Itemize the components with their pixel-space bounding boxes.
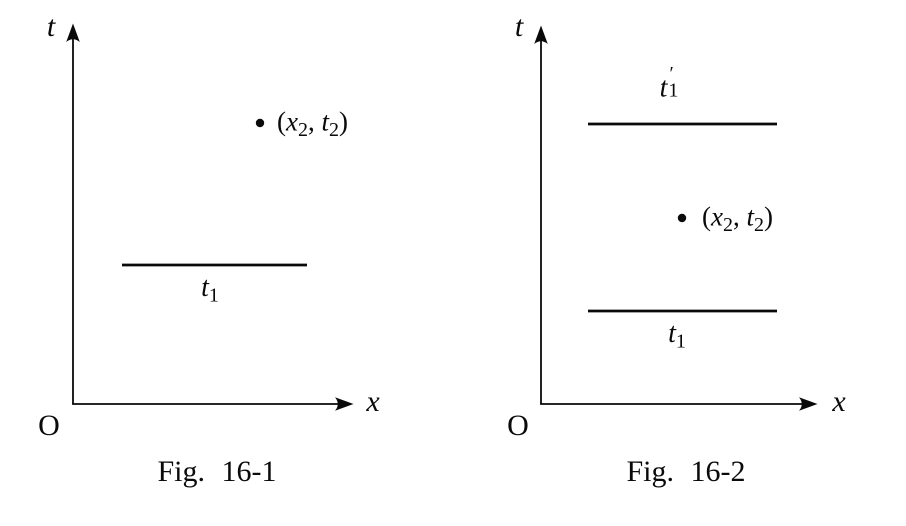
fig2-t1-prime-stack: ′ 1 <box>668 63 679 102</box>
fig2-t1-base: t <box>668 318 676 349</box>
fig1-t1-label: t1 <box>201 272 219 306</box>
fig2-t-axis-arrowhead-icon <box>534 25 548 44</box>
fig2-axes <box>534 25 818 411</box>
fig2-t1-prime-base: t <box>659 72 668 104</box>
fig2-point-t: t <box>746 201 754 232</box>
fig1-origin-label: O <box>38 409 60 442</box>
fig2-t1-prime-label: t ′ 1 <box>659 63 679 104</box>
fig1-event-point-label: (x2, t2) <box>277 106 348 140</box>
fig1-caption: Fig. 16-1 <box>157 455 277 488</box>
fig2-caption: Fig. 16-2 <box>626 455 746 488</box>
fig2-t1-sub: 1 <box>675 330 686 353</box>
fig2-t1-prime-sub: 1 <box>668 79 679 102</box>
fig2-point-t-sub: 2 <box>754 214 764 237</box>
fig2-point-x: x <box>711 201 723 232</box>
fig1-point-comma: , <box>307 106 322 137</box>
fig2-t1-label: t1 <box>668 318 686 352</box>
fig1-point-x-sub: 2 <box>297 119 308 142</box>
fig2-x-axis-arrowhead-icon <box>799 397 818 411</box>
fig2-point-open-paren: ( <box>702 201 711 232</box>
fig1-x-axis-label: x <box>366 385 380 418</box>
fig2-event-point-label: (x2, t2) <box>702 201 773 235</box>
fig2-point-close-paren: ) <box>764 201 773 232</box>
fig2-t-axis-label: t <box>514 10 524 43</box>
fig2-origin-label: O <box>507 409 529 442</box>
fig1-point-t-sub: 2 <box>329 119 339 142</box>
fig2-t1-prime-mark: ′ <box>668 63 673 85</box>
fig1-point-t: t <box>321 106 329 137</box>
fig1-point-close-paren: ) <box>339 106 348 137</box>
fig1-t1-base: t <box>201 272 209 303</box>
fig1-point-open-paren: ( <box>277 106 286 137</box>
fig2-point-x-sub: 2 <box>722 214 733 237</box>
fig1-event-dot <box>255 118 265 128</box>
fig1-t-axis-label: t <box>46 10 56 43</box>
fig1-x-axis-arrowhead-icon <box>335 397 354 411</box>
fig2-event-dot <box>677 213 687 223</box>
fig1-point-x: x <box>286 106 298 137</box>
fig2-point-comma: , <box>732 201 747 232</box>
fig1-t1-sub: 1 <box>208 284 219 307</box>
fig1-t-axis-arrowhead-icon <box>66 23 80 42</box>
fig1-axes <box>66 23 354 411</box>
fig2-x-axis-label: x <box>832 385 846 418</box>
